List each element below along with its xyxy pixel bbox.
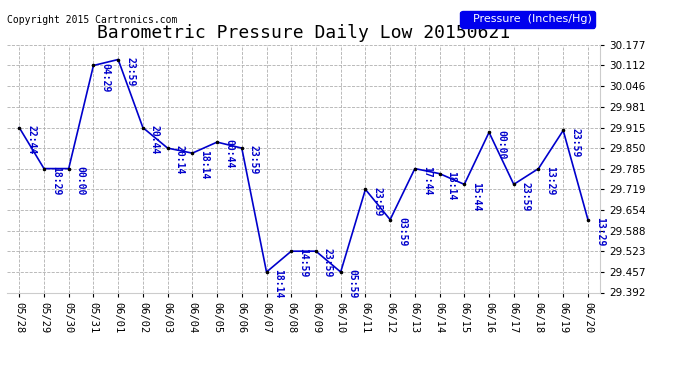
Text: 05:59: 05:59 — [348, 269, 357, 298]
Text: 15:44: 15:44 — [471, 182, 481, 211]
Point — [484, 129, 495, 135]
Point — [187, 150, 198, 156]
Point — [509, 182, 520, 188]
Point — [335, 269, 346, 275]
Point — [459, 182, 470, 188]
Text: 04:29: 04:29 — [100, 63, 110, 92]
Text: 23:59: 23:59 — [521, 182, 531, 211]
Point — [162, 145, 173, 151]
Text: 20:14: 20:14 — [175, 146, 184, 175]
Point — [558, 128, 569, 134]
Text: Copyright 2015 Cartronics.com: Copyright 2015 Cartronics.com — [7, 15, 177, 25]
Text: 22:44: 22:44 — [26, 125, 36, 154]
Text: 03:59: 03:59 — [397, 217, 407, 246]
Text: 18:14: 18:14 — [199, 150, 209, 180]
Text: 23:59: 23:59 — [125, 57, 135, 86]
Point — [39, 166, 50, 172]
Point — [137, 124, 148, 130]
Text: 13:29: 13:29 — [595, 217, 605, 246]
Point — [212, 139, 223, 145]
Point — [533, 166, 544, 172]
Point — [63, 166, 75, 172]
Text: 00:00: 00:00 — [76, 166, 86, 195]
Legend: Pressure  (Inches/Hg): Pressure (Inches/Hg) — [460, 11, 595, 28]
Point — [310, 248, 322, 254]
Text: 14:59: 14:59 — [298, 248, 308, 278]
Text: 00:44: 00:44 — [224, 140, 234, 169]
Text: 18:14: 18:14 — [273, 269, 284, 298]
Text: 17:44: 17:44 — [422, 166, 432, 195]
Point — [434, 171, 445, 177]
Text: 13:29: 13:29 — [545, 166, 555, 195]
Title: Barometric Pressure Daily Low 20150621: Barometric Pressure Daily Low 20150621 — [97, 24, 510, 42]
Text: 23:59: 23:59 — [323, 248, 333, 278]
Point — [360, 186, 371, 192]
Text: 23:59: 23:59 — [248, 146, 259, 175]
Point — [582, 217, 593, 223]
Point — [384, 217, 395, 223]
Text: 23:59: 23:59 — [570, 128, 580, 157]
Point — [409, 166, 420, 172]
Text: 23:59: 23:59 — [373, 187, 382, 216]
Point — [286, 248, 297, 254]
Text: 00:00: 00:00 — [496, 129, 506, 159]
Text: 18:14: 18:14 — [446, 171, 457, 200]
Point — [88, 63, 99, 69]
Text: 18:29: 18:29 — [51, 166, 61, 195]
Point — [236, 145, 247, 151]
Text: 20:44: 20:44 — [150, 125, 160, 154]
Point — [112, 57, 124, 63]
Point — [261, 269, 272, 275]
Point — [14, 124, 25, 130]
